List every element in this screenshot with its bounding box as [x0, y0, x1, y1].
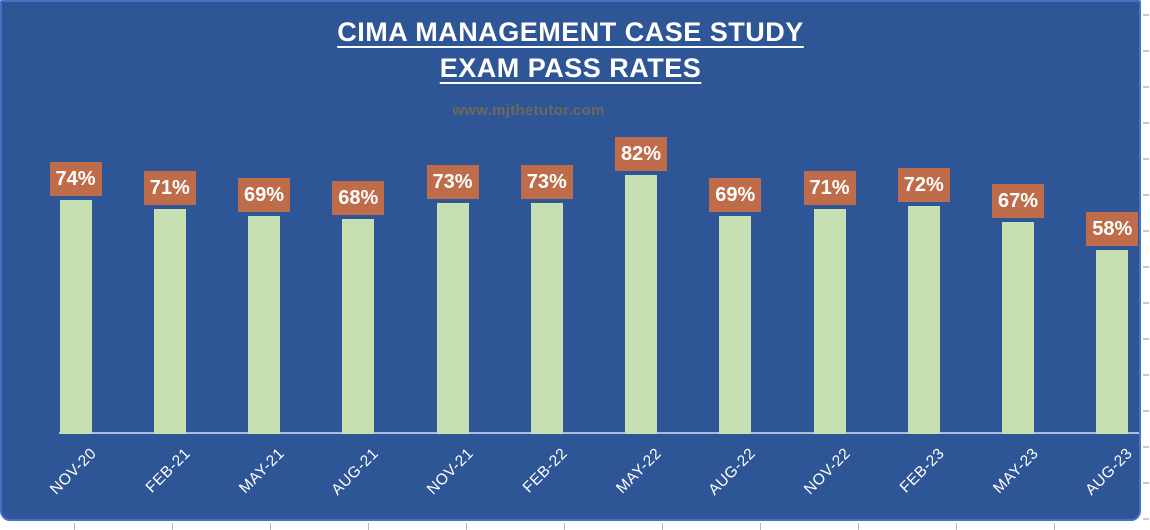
worksheet-column-gridline	[368, 523, 369, 530]
worksheet-column-gridline	[270, 523, 271, 530]
x-axis-label: NOV-20	[46, 445, 100, 499]
worksheet-column-gridline	[172, 523, 173, 530]
bar-value-label: 73%	[426, 165, 479, 200]
worksheet-column-gridline	[858, 523, 859, 530]
worksheet-column-gridline	[74, 523, 75, 530]
worksheet-row-gridline	[1143, 482, 1149, 484]
bar	[625, 174, 657, 434]
worksheet-row-gridline	[1143, 446, 1149, 448]
worksheet-column-gridline	[760, 523, 761, 530]
bar-value-label: 69%	[709, 177, 762, 212]
worksheet-edge-right	[1141, 0, 1150, 530]
worksheet-edge-bottom	[0, 521, 1150, 530]
bar-value-label: 73%	[520, 165, 573, 200]
worksheet-column-gridline	[662, 523, 663, 530]
bar-value-label: 67%	[992, 183, 1044, 218]
bar	[436, 203, 469, 434]
bar-value-label: 69%	[238, 177, 290, 212]
worksheet-row-gridline	[1143, 410, 1149, 412]
worksheet-row-gridline	[1143, 86, 1149, 88]
worksheet-column-gridline	[956, 523, 957, 530]
bar	[153, 209, 186, 434]
bar	[907, 206, 940, 434]
worksheet-column-gridline	[466, 523, 467, 530]
worksheet-column-gridline	[1054, 523, 1055, 530]
bar-value-label: 68%	[332, 180, 385, 215]
chart-title-line-2: EXAM PASS RATES	[439, 53, 702, 83]
chart-area[interactable]: CIMA MANAGEMENT CASE STUDY EXAM PASS RAT…	[0, 0, 1141, 521]
worksheet-row-gridline	[1143, 518, 1149, 520]
worksheet-row-gridline	[1143, 338, 1149, 340]
bar	[342, 218, 375, 434]
bar	[1002, 221, 1034, 434]
worksheet-row-gridline	[1143, 230, 1149, 232]
bar-value-label: 72%	[897, 168, 950, 203]
x-axis-line	[59, 432, 1139, 434]
bar-value-label: 71%	[143, 171, 196, 206]
worksheet-row-gridline	[1143, 50, 1149, 52]
chart-subtitle-watermark: www.mjthetutor.com	[452, 102, 605, 119]
bar-value-label: 74%	[49, 161, 102, 196]
worksheet-row-gridline	[1143, 194, 1149, 196]
bar	[59, 199, 92, 434]
bar	[248, 215, 280, 434]
worksheet-column-gridline	[564, 523, 565, 530]
chart-title: CIMA MANAGEMENT CASE STUDY EXAM PASS RAT…	[2, 14, 1139, 86]
worksheet-row-gridline	[1143, 302, 1149, 304]
chart-title-line-1: CIMA MANAGEMENT CASE STUDY	[337, 17, 804, 47]
worksheet-row-gridline	[1143, 14, 1149, 16]
bar-value-label: 58%	[1086, 212, 1139, 247]
bar	[813, 209, 846, 434]
worksheet-row-gridline	[1143, 158, 1149, 160]
bar	[530, 203, 563, 434]
bar	[719, 215, 752, 434]
worksheet-row-gridline	[1143, 266, 1149, 268]
bar-value-label: 82%	[615, 136, 667, 171]
worksheet-row-gridline	[1143, 122, 1149, 124]
bar	[1096, 250, 1129, 434]
bar-value-label: 71%	[803, 171, 856, 206]
worksheet-row-gridline	[1143, 374, 1149, 376]
